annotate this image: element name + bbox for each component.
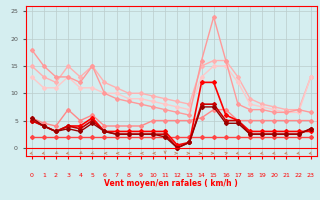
X-axis label: Vent moyen/en rafales ( km/h ): Vent moyen/en rafales ( km/h ) (104, 179, 238, 188)
